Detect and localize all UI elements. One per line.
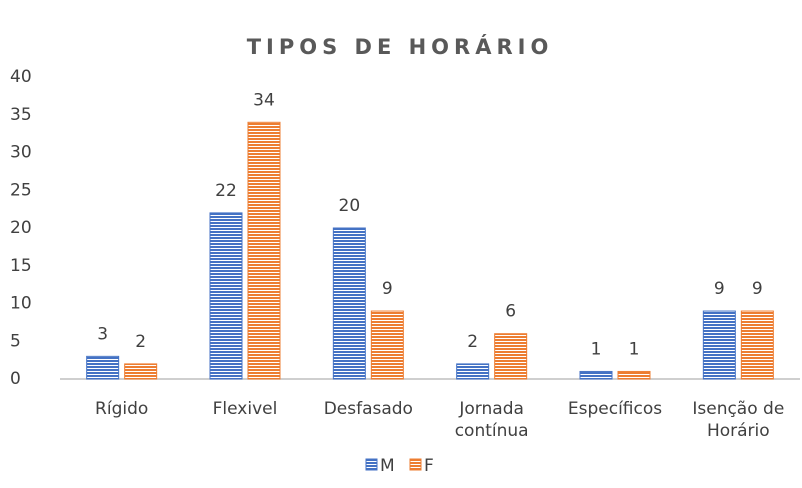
x-tick-label: Isenção de Horário (692, 399, 785, 441)
y-tick-label: 10 (10, 294, 32, 314)
bar (740, 310, 774, 380)
y-tick-label: 30 (10, 143, 32, 163)
legend-swatch (409, 458, 422, 471)
data-label: 9 (752, 279, 763, 299)
data-label: 6 (505, 302, 516, 322)
x-tick-label: Desfasado (323, 399, 413, 419)
bar (209, 212, 243, 380)
chart-title: TIPOS DE HORÁRIO (247, 34, 554, 59)
bar (579, 370, 613, 380)
data-label: 22 (215, 181, 237, 201)
x-tick-label: Flexivel (212, 399, 278, 419)
data-label: 3 (97, 324, 108, 344)
x-tick-label: Rígido (95, 399, 149, 419)
bar (456, 363, 490, 380)
y-tick-label: 40 (10, 67, 32, 87)
data-label: 20 (339, 196, 361, 216)
legend-label: F (424, 456, 434, 476)
bar (617, 370, 651, 380)
bar (494, 333, 528, 380)
data-label: 2 (467, 332, 478, 352)
data-label: 1 (629, 339, 640, 359)
bar (370, 310, 404, 380)
legend-label: M (380, 456, 395, 476)
bar (702, 310, 736, 380)
y-tick-label: 20 (10, 218, 32, 238)
y-tick-label: 15 (10, 256, 32, 276)
bar (86, 355, 120, 380)
legend-swatch (365, 458, 378, 471)
y-tick-label: 0 (10, 369, 21, 389)
data-label: 9 (382, 279, 393, 299)
data-label: 34 (253, 90, 275, 110)
x-tick-label: Específicos (567, 399, 663, 419)
data-label: 2 (135, 332, 146, 352)
data-label: 9 (714, 279, 725, 299)
bar (332, 227, 366, 380)
y-tick-label: 5 (10, 331, 21, 351)
bar (124, 363, 158, 380)
data-label: 1 (591, 339, 602, 359)
bar (247, 121, 281, 380)
y-tick-label: 25 (10, 180, 32, 200)
y-tick-label: 35 (10, 105, 32, 125)
x-tick-label: Jornada contínua (454, 399, 529, 441)
